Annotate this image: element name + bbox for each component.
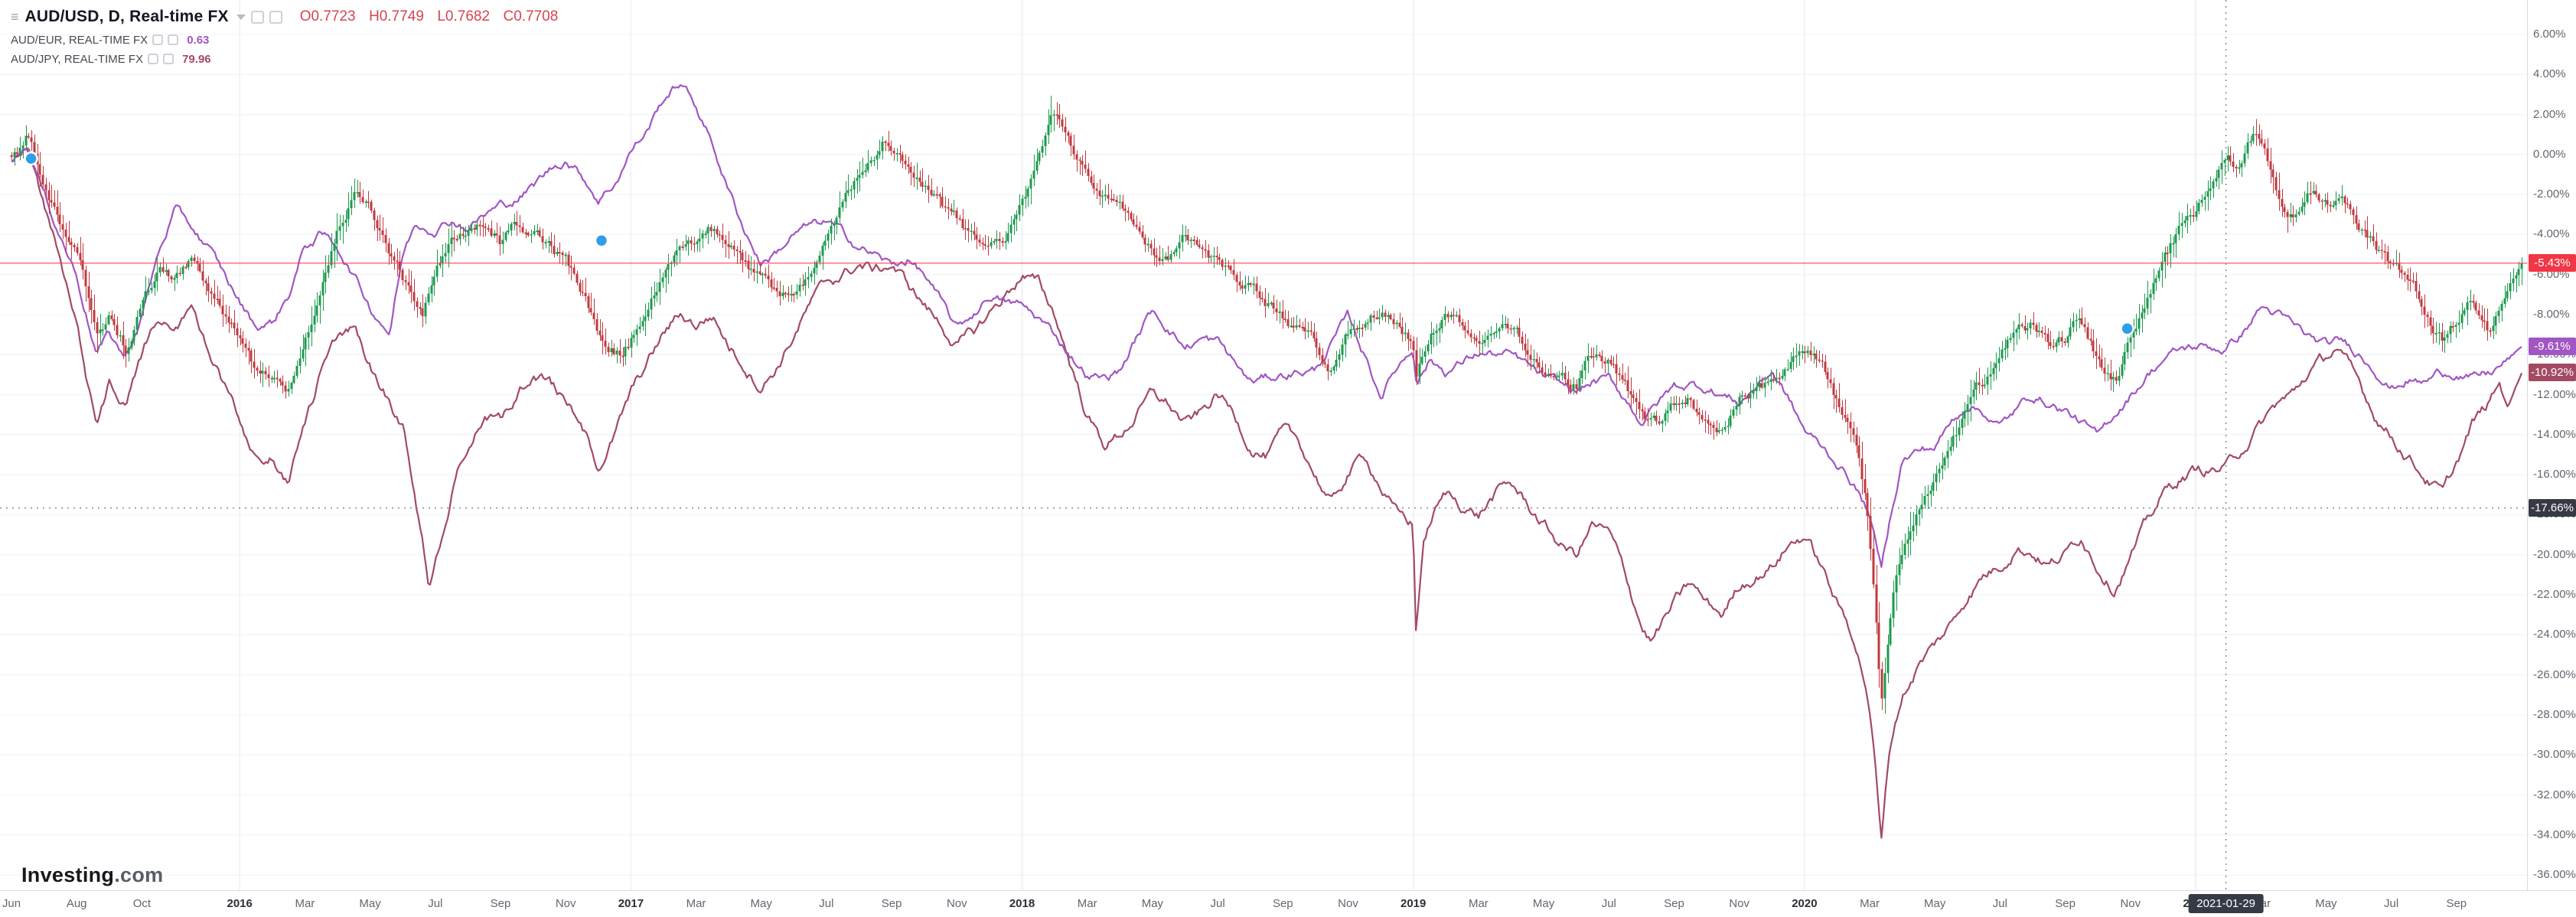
time-axis-label: 2020 — [1792, 897, 1818, 910]
price-axis-label: -30.00% — [2533, 748, 2576, 762]
price-axis-label: -26.00% — [2533, 667, 2576, 681]
eye-icon[interactable] — [152, 34, 164, 45]
price-axis-label: 2.00% — [2533, 107, 2566, 121]
time-axis-label: Jul — [1601, 897, 1616, 910]
time-axis-label: Mar — [295, 897, 315, 910]
time-axis-label: Jul — [428, 897, 443, 910]
time-axis-label: Sep — [2446, 897, 2467, 910]
legend-main-row[interactable]: ≡ AUD/USD, D, Real-time FX O0.7723 H0.77… — [11, 8, 558, 26]
open-value: O0.7723 — [299, 8, 356, 24]
high-value: H0.7749 — [369, 8, 424, 24]
price-axis-label: -34.00% — [2533, 827, 2576, 841]
price-axis-label: -28.00% — [2533, 707, 2576, 721]
compare-symbol-title[interactable]: AUD/JPY, REAL-TIME FX — [11, 52, 144, 66]
candlestick-series[interactable] — [10, 96, 2523, 714]
event-marker-icon[interactable] — [2120, 321, 2134, 336]
event-marker-icon[interactable] — [594, 233, 609, 248]
time-axis[interactable]: 2021-01-29 Jun Aug Oct 2016 Mar May Jul Sep Nov 2… — [0, 890, 2576, 917]
time-axis-label: Nov — [555, 897, 576, 910]
time-axis-label: May — [2315, 897, 2337, 910]
price-axis-label: -36.00% — [2533, 868, 2576, 882]
compare-symbol-title[interactable]: AUD/EUR, REAL-TIME FX — [11, 33, 148, 47]
time-axis-label: Jun — [2, 897, 21, 910]
price-axis-label: 4.00% — [2533, 67, 2566, 81]
time-axis-label: Mar — [1860, 897, 1880, 910]
time-axis-label: Sep — [1664, 897, 1684, 910]
time-axis-label: Jul — [819, 897, 834, 910]
time-axis-label: Mar — [1077, 897, 1097, 910]
crosshair-price-badge: -17.66% — [2529, 498, 2576, 517]
time-axis-label: 2019 — [1400, 897, 1427, 910]
price-axis-label: -4.00% — [2533, 227, 2570, 241]
time-axis-label: Sep — [881, 897, 902, 910]
price-axis-label: -16.00% — [2533, 468, 2576, 481]
compare-line-audeur[interactable] — [11, 83, 2522, 568]
close-value: C0.7708 — [503, 8, 559, 24]
audjpy-last-price-badge: -10.92% — [2529, 364, 2576, 382]
low-value: L0.7682 — [437, 8, 491, 24]
time-axis-label: Nov — [1729, 897, 1750, 910]
close-icon[interactable] — [163, 54, 174, 64]
price-axis-label: -12.00% — [2533, 387, 2576, 401]
symbol-menu-icon[interactable]: ≡ — [11, 8, 19, 24]
time-axis-label: Sep — [1272, 897, 1293, 910]
price-axis-label: -22.00% — [2533, 588, 2576, 602]
time-axis-label: Jul — [1992, 897, 2007, 910]
price-axis-label: -32.00% — [2533, 788, 2576, 801]
time-axis-label: May — [359, 897, 381, 910]
eye-icon[interactable] — [148, 54, 159, 64]
investing-logo: Investing.com — [21, 863, 163, 887]
time-axis-label: 2018 — [1009, 897, 1035, 910]
investing-brand-text: Investing — [21, 863, 115, 886]
chart-legend: ≡ AUD/USD, D, Real-time FX O0.7723 H0.77… — [11, 8, 558, 67]
price-axis-label: -24.00% — [2533, 628, 2576, 641]
time-axis-label: Oct — [132, 897, 152, 910]
compare-last-value: 0.63 — [187, 33, 210, 47]
chart-plot-area[interactable]: ≡ AUD/USD, D, Real-time FX O0.7723 H0.77… — [0, 0, 2527, 890]
event-marker-icon[interactable] — [24, 151, 38, 166]
legend-compare-row-audeur[interactable]: AUD/EUR, REAL-TIME FX 0.63 — [11, 31, 558, 48]
compare-line-audjpy[interactable] — [11, 148, 2523, 839]
crosshair-date-badge: 2021-01-29 — [2188, 894, 2264, 913]
chevron-down-icon[interactable] — [236, 14, 246, 20]
time-axis-label: Nov — [2120, 897, 2141, 910]
close-icon[interactable] — [168, 34, 179, 45]
time-axis-label: 2017 — [618, 897, 644, 910]
time-axis-label: May — [1532, 897, 1555, 910]
time-axis-label: May — [1924, 897, 1946, 910]
time-axis-label: Mar — [686, 897, 706, 910]
chart-canvas[interactable] — [0, 0, 2527, 890]
price-axis-label: 0.00% — [2533, 147, 2566, 161]
time-axis-label: Aug — [66, 897, 87, 910]
price-axis-label: 6.00% — [2533, 27, 2566, 41]
price-axis-label: -14.00% — [2533, 427, 2576, 441]
time-axis-label: Nov — [1338, 897, 1358, 910]
legend-toggle-icon[interactable] — [250, 10, 264, 24]
investing-tld-text: .com — [114, 863, 164, 886]
ohlc-values: O0.7723 H0.7749 L0.7682 C0.7708 — [290, 8, 559, 25]
compare-last-value: 79.96 — [182, 52, 211, 66]
time-axis-label: Sep — [490, 897, 511, 910]
audeur-last-price-badge: -9.61% — [2529, 338, 2576, 356]
price-axis-label: -20.00% — [2533, 547, 2576, 561]
price-axis-label: -2.00% — [2533, 188, 2570, 201]
legend-compare-row-audjpy[interactable]: AUD/JPY, REAL-TIME FX 79.96 — [11, 51, 558, 67]
time-axis-label: Jul — [2384, 897, 2399, 910]
time-axis-label: Nov — [946, 897, 967, 910]
time-axis-label: May — [750, 897, 772, 910]
main-symbol-title[interactable]: AUD/USD, D, Real-time FX — [24, 8, 229, 25]
time-axis-label: Jul — [1210, 897, 1225, 910]
time-axis-label: Sep — [2055, 897, 2075, 910]
price-axis-label: -8.00% — [2533, 308, 2570, 321]
time-axis-label: 2016 — [227, 897, 253, 910]
time-axis-label: Mar — [1468, 897, 1489, 910]
time-axis-label: May — [1141, 897, 1164, 910]
audusd-last-price-badge: -5.43% — [2529, 253, 2576, 272]
legend-settings-icon[interactable] — [269, 10, 282, 24]
price-axis[interactable]: 6.00% 4.00% 2.00% 0.00% -2.00% -4.00% -6.00% -8… — [2527, 0, 2576, 890]
